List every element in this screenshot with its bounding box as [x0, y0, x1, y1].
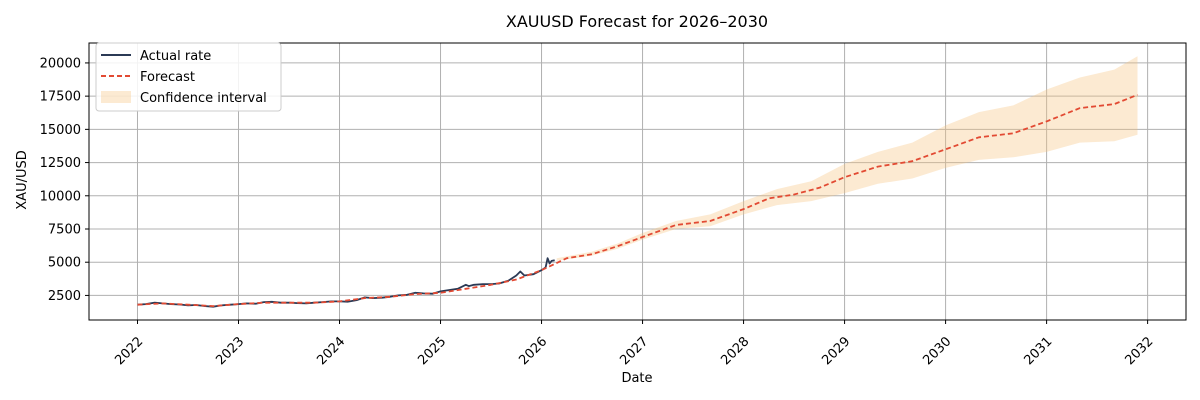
legend-box [95, 42, 282, 112]
y-tick-label: 2500 [48, 289, 81, 304]
chart-title: XAUUSD Forecast for 2026–2030 [506, 12, 768, 31]
y-tick-label: 17500 [40, 90, 81, 105]
legend-forecast-label: Forecast [140, 70, 195, 85]
y-tick-label: 5000 [48, 256, 81, 271]
y-axis-ticks: 2500 5000 7500 10000 12500 15000 17500 20000 [40, 56, 89, 304]
y-tick-label: 15000 [40, 123, 81, 138]
y-axis-label: XAU/USD [15, 150, 30, 209]
y-tick-label: 7500 [48, 222, 81, 237]
actual-rate-line [137, 257, 555, 308]
y-tick-label: 12500 [40, 156, 81, 171]
series-layer [137, 93, 1138, 308]
y-tick-label: 20000 [40, 56, 81, 71]
y-tick-label: 10000 [40, 189, 81, 204]
x-axis-label: Date [621, 371, 652, 386]
plot-frame [88, 42, 1187, 321]
legend-band-swatch [101, 91, 131, 103]
legend-band-label: Confidence interval [140, 91, 267, 106]
legend-actual-label: Actual rate [140, 49, 211, 64]
legend: Actual rate Forecast Confidence interval [95, 42, 282, 112]
grid-lines [89, 43, 1186, 320]
